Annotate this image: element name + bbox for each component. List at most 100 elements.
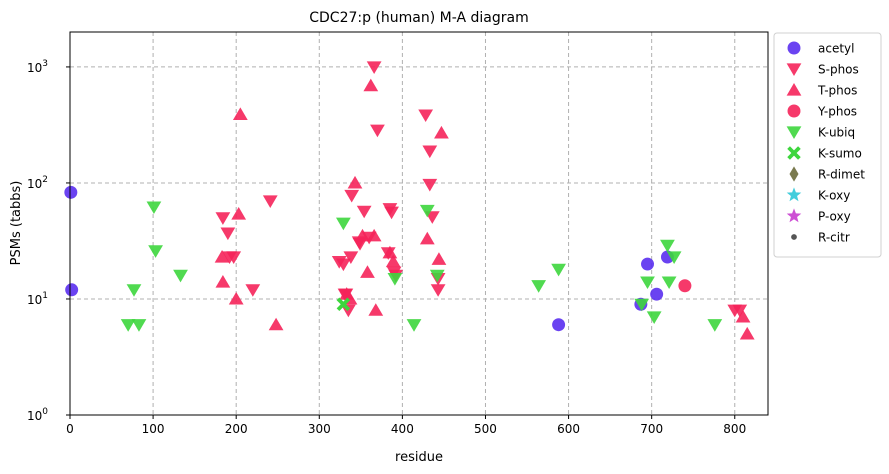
legend-label-R-dimet: R-dimet <box>818 168 865 182</box>
legend-marker-R-dimet <box>789 166 799 182</box>
legend-marker-T-phos <box>786 82 802 96</box>
K-sumo-point <box>336 297 351 312</box>
legend-label-Y-phos: Y-phos <box>817 105 857 119</box>
S-phos-point <box>343 251 359 265</box>
K-ubiq-point <box>419 204 435 218</box>
x-tick-label: 500 <box>474 422 497 436</box>
K-ubiq-point <box>661 276 677 290</box>
legend-label-K-ubiq: K-ubiq <box>818 126 855 140</box>
K-ubiq-point <box>336 217 351 231</box>
T-phos-point <box>231 206 247 220</box>
T-phos-point <box>419 231 435 245</box>
legend-marker-acetyl <box>787 41 801 55</box>
K-ubiq-point <box>640 276 655 290</box>
legend-marker-P-oxy <box>786 208 802 223</box>
y-tick-label: 100 <box>27 407 48 423</box>
K-ubiq-point <box>551 263 566 277</box>
legend-marker-K-oxy <box>786 187 802 202</box>
legend-label-K-oxy: K-oxy <box>818 189 850 203</box>
K-ubiq-point <box>406 319 422 332</box>
T-phos-point <box>355 228 370 242</box>
S-phos-point <box>422 145 438 159</box>
T-phos-point <box>739 326 755 340</box>
legend-label-K-sumo: K-sumo <box>818 147 862 161</box>
legend-label-R-citr: R-citr <box>818 231 850 245</box>
T-phos-point <box>228 291 244 305</box>
acetyl-point <box>641 257 654 271</box>
legend: acetyl S-phos T-phos Y-phos K-ubiq K-sumo R-di… <box>773 32 882 258</box>
S-phos-point <box>430 284 446 297</box>
x-tick-label: 200 <box>225 422 248 436</box>
T-phos-point <box>735 309 751 323</box>
x-tick-label: 800 <box>723 422 746 436</box>
y-tick-label: 101 <box>27 291 48 307</box>
S-phos-point <box>422 178 438 192</box>
S-phos-point <box>384 206 399 220</box>
x-tick-label: 700 <box>640 422 663 436</box>
S-phos-point <box>356 205 372 219</box>
x-tick-label: 400 <box>391 422 414 436</box>
S-phos-point <box>245 284 261 297</box>
T-phos-point <box>347 175 363 189</box>
acetyl-point <box>552 318 566 332</box>
T-phos-point <box>368 303 384 316</box>
K-ubiq-point <box>173 269 188 283</box>
K-ubiq-point <box>429 269 445 283</box>
T-phos-point <box>214 249 230 263</box>
x-tick-label: 300 <box>308 422 331 436</box>
data-points <box>64 61 755 340</box>
legend-frame <box>773 32 882 258</box>
T-phos-point <box>363 78 379 92</box>
T-phos-point <box>385 254 401 268</box>
chart-title: CDC27:p (human) M-A diagram <box>309 10 528 26</box>
x-marker-stroke <box>787 146 801 160</box>
Y-phos-point <box>678 279 692 293</box>
S-phos-point <box>215 212 231 225</box>
legend-marker-K-ubiq <box>786 126 802 140</box>
legend-marker-R-citr <box>791 234 797 240</box>
T-phos-point <box>366 228 382 242</box>
K-ubiq-point <box>660 239 675 253</box>
T-phos-point <box>232 107 248 120</box>
legend-label-T-phos: T-phos <box>817 84 857 98</box>
legend-marker-S-phos <box>786 63 802 77</box>
acetyl-point <box>65 283 79 297</box>
S-phos-point <box>262 195 278 208</box>
x-tick-label: 100 <box>142 422 165 436</box>
S-phos-point <box>336 258 351 272</box>
y-tick-label: 102 <box>27 175 48 191</box>
grid <box>69 32 768 416</box>
legend-label-S-phos: S-phos <box>818 63 859 77</box>
S-phos-point <box>732 304 748 318</box>
K-ubiq-point <box>646 311 662 324</box>
acetyl-point <box>650 287 664 301</box>
y-tick-label: 103 <box>27 59 48 75</box>
K-ubiq-point <box>126 284 142 297</box>
T-phos-point <box>434 125 449 139</box>
K-ubiq-point <box>146 201 162 215</box>
K-ubiq-point <box>707 319 723 332</box>
T-phos-point <box>431 252 447 265</box>
T-phos-point <box>268 317 284 331</box>
S-phos-point <box>226 251 242 265</box>
axis-ticks: 0 100 200 300 400 500 600 700 800 100 101 102 103 <box>27 59 746 436</box>
S-phos-point <box>370 124 385 138</box>
legend-marker-Y-phos <box>787 104 801 118</box>
S-phos-point <box>418 109 434 123</box>
K-ubiq-point <box>666 251 682 265</box>
legend-label-acetyl: acetyl <box>818 42 854 56</box>
T-phos-point <box>360 265 375 278</box>
S-phos-point <box>220 227 236 241</box>
acetyl-point <box>64 185 78 199</box>
S-phos-point <box>344 189 360 203</box>
legend-marker-K-sumo <box>787 146 801 160</box>
x-tick-label: 0 <box>66 422 74 436</box>
legend-label-P-oxy: P-oxy <box>818 210 851 224</box>
x-axis-label: residue <box>395 450 443 465</box>
K-ubiq-point <box>531 280 547 293</box>
x-marker-stroke <box>336 297 351 312</box>
K-ubiq-point <box>148 245 163 258</box>
plot-frame <box>69 31 769 416</box>
K-ubiq-point <box>131 319 147 332</box>
